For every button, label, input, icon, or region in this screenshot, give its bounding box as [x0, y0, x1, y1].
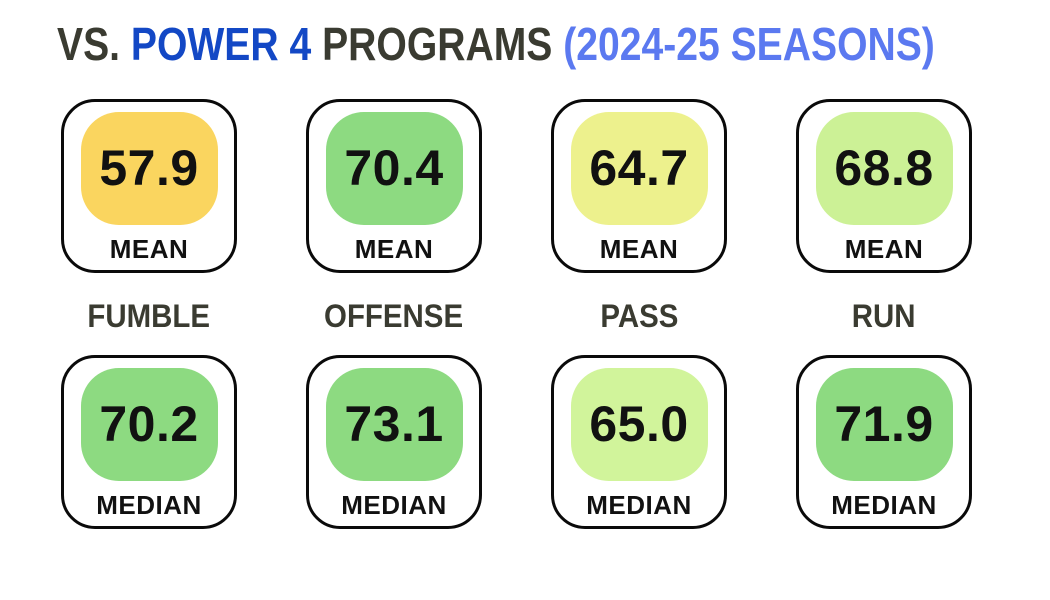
stat-column-fumble: 57.9 MEAN FUMBLE 70.2 MEDIAN [61, 98, 237, 529]
category-label-fumble: FUMBLE [87, 297, 211, 334]
stat-type-label: MEDIAN [96, 489, 202, 520]
stat-type-label: MEDIAN [586, 489, 692, 520]
stat-tile: 71.9 [815, 367, 953, 481]
stat-tile: 70.2 [80, 367, 218, 481]
stat-tile: 73.1 [325, 367, 463, 481]
stat-tile: 57.9 [80, 111, 218, 225]
stat-grid: 57.9 MEAN FUMBLE 70.2 MEDIAN 70.4 MEAN O… [0, 98, 1050, 529]
stat-value: 57.9 [99, 140, 199, 197]
stat-card-run-mean: 68.8 MEAN [796, 98, 972, 273]
stat-value: 68.8 [834, 140, 934, 197]
stat-type-label: MEDIAN [341, 489, 447, 520]
category-label-pass: PASS [600, 297, 678, 334]
stat-tile: 65.0 [570, 367, 708, 481]
stat-tile: 68.8 [815, 111, 953, 225]
stat-card-run-median: 71.9 MEDIAN [796, 354, 972, 529]
stat-value: 64.7 [589, 140, 689, 197]
stat-type-label: MEAN [354, 233, 434, 264]
stat-column-offense: 70.4 MEAN OFFENSE 73.1 MEDIAN [306, 98, 482, 529]
stat-type-label: MEAN [599, 233, 679, 264]
category-label-run: RUN [852, 297, 916, 334]
title-part-seasons: (2024-25 SEASONS) [563, 18, 935, 70]
stat-type-label: MEAN [844, 233, 924, 264]
stat-card-offense-median: 73.1 MEDIAN [306, 354, 482, 529]
stat-value: 71.9 [834, 396, 934, 453]
stat-tile: 70.4 [325, 111, 463, 225]
stat-column-pass: 64.7 MEAN PASS 65.0 MEDIAN [551, 98, 727, 529]
stat-value: 65.0 [589, 396, 689, 453]
stat-type-label: MEAN [109, 233, 189, 264]
stat-tile: 64.7 [570, 111, 708, 225]
title-part-programs: PROGRAMS [322, 18, 564, 70]
title-part-vs: VS. [57, 18, 131, 70]
stat-value: 70.2 [99, 396, 199, 453]
stat-card-pass-median: 65.0 MEDIAN [551, 354, 727, 529]
stat-value: 73.1 [344, 396, 444, 453]
stat-card-fumble-mean: 57.9 MEAN [61, 98, 237, 273]
category-label-offense: OFFENSE [324, 297, 464, 334]
stat-card-pass-mean: 64.7 MEAN [551, 98, 727, 273]
stat-column-run: 68.8 MEAN RUN 71.9 MEDIAN [796, 98, 972, 529]
stat-type-label: MEDIAN [831, 489, 937, 520]
stat-card-offense-mean: 70.4 MEAN [306, 98, 482, 273]
stat-value: 70.4 [344, 140, 444, 197]
page-title: VS. POWER 4 PROGRAMS (2024-25 SEASONS) [0, 0, 1050, 71]
stat-card-fumble-median: 70.2 MEDIAN [61, 354, 237, 529]
title-part-power4: POWER 4 [130, 18, 323, 70]
